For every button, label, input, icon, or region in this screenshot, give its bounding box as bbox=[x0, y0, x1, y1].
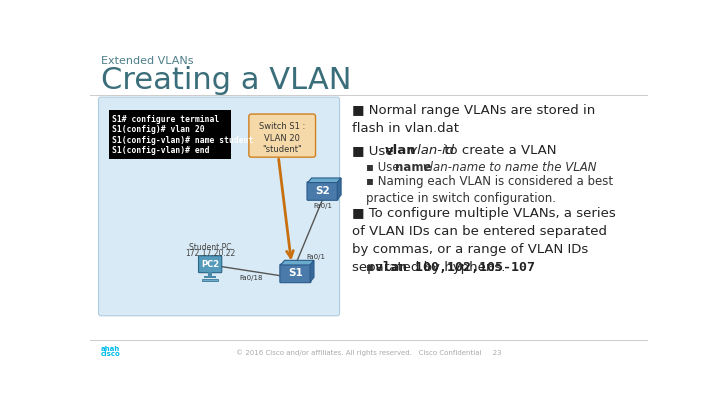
Bar bbox=[202, 279, 218, 281]
Text: ▪ Use: ▪ Use bbox=[366, 161, 403, 174]
Bar bbox=[109, 110, 231, 160]
Text: 172.17.20.22: 172.17.20.22 bbox=[185, 249, 235, 258]
Bar bbox=[204, 276, 216, 278]
Text: ahah
cisco: ahah cisco bbox=[101, 346, 121, 357]
FancyBboxPatch shape bbox=[307, 182, 338, 200]
Polygon shape bbox=[307, 178, 341, 183]
Text: S1(config-vlan)# name student: S1(config-vlan)# name student bbox=[112, 136, 253, 145]
Text: S1(config)# vlan 20: S1(config)# vlan 20 bbox=[112, 125, 204, 134]
Text: Fa0/18: Fa0/18 bbox=[239, 275, 263, 281]
FancyBboxPatch shape bbox=[249, 114, 315, 157]
FancyBboxPatch shape bbox=[280, 264, 311, 283]
Text: S2: S2 bbox=[315, 186, 330, 196]
Text: S1: S1 bbox=[288, 269, 302, 279]
Text: PC2: PC2 bbox=[201, 260, 219, 269]
Text: vlan 100,102,105-107: vlan 100,102,105-107 bbox=[375, 261, 535, 274]
Text: vlan-name to name the VLAN: vlan-name to name the VLAN bbox=[419, 161, 597, 174]
Text: ■ To configure multiple VLANs, a series
of VLAN IDs can be entered separated
by : ■ To configure multiple VLANs, a series … bbox=[352, 207, 616, 274]
Text: Switch S1 :
VLAN 20
"student": Switch S1 : VLAN 20 "student" bbox=[259, 122, 305, 154]
Text: ■ Use: ■ Use bbox=[352, 144, 397, 157]
Polygon shape bbox=[281, 260, 314, 265]
Polygon shape bbox=[337, 178, 341, 200]
Text: S1(config-vlan)# end: S1(config-vlan)# end bbox=[112, 146, 210, 155]
Text: Extended VLANs: Extended VLANs bbox=[101, 56, 194, 66]
Text: ▪: ▪ bbox=[366, 261, 378, 274]
Text: vlan: vlan bbox=[385, 144, 417, 157]
Text: S1# configure terminal: S1# configure terminal bbox=[112, 115, 219, 124]
Text: name: name bbox=[395, 161, 432, 174]
Text: Fa0/1: Fa0/1 bbox=[306, 254, 325, 260]
Text: to create a VLAN: to create a VLAN bbox=[441, 144, 557, 157]
Text: Creating a VLAN: Creating a VLAN bbox=[101, 66, 351, 94]
FancyBboxPatch shape bbox=[99, 97, 340, 316]
Bar bbox=[208, 272, 212, 276]
Text: vlan-id: vlan-id bbox=[405, 144, 454, 157]
Text: ■ Normal range VLANs are stored in
flash in vlan.dat: ■ Normal range VLANs are stored in flash… bbox=[352, 104, 595, 135]
Polygon shape bbox=[310, 260, 314, 282]
Text: ▪ Naming each VLAN is considered a best
practice in switch configuration.: ▪ Naming each VLAN is considered a best … bbox=[366, 175, 613, 205]
Text: Student PC: Student PC bbox=[189, 243, 231, 252]
Text: © 2016 Cisco and/or affiliates. All rights reserved.   Cisco Confidential     23: © 2016 Cisco and/or affiliates. All righ… bbox=[236, 349, 502, 356]
FancyBboxPatch shape bbox=[199, 256, 222, 273]
Text: Fa0/1: Fa0/1 bbox=[313, 203, 332, 209]
